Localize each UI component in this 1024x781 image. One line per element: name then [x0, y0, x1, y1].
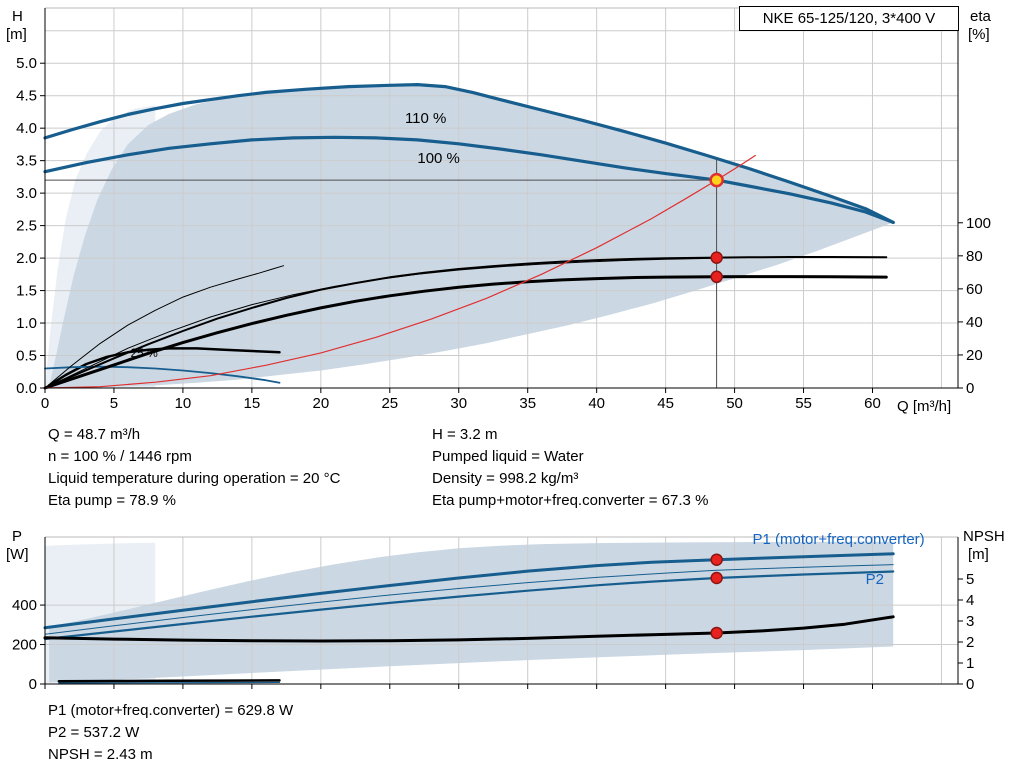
y-right-axis-title: NPSH — [963, 528, 1005, 545]
y-left-tick-label: 3.5 — [16, 153, 37, 170]
y-right-tick-label: 60 — [966, 281, 983, 298]
y-right-axis-unit: [m] — [968, 546, 989, 563]
x-tick-label: 50 — [726, 395, 743, 412]
y-left-tick-label: 4.0 — [16, 120, 37, 137]
x-tick-label: 15 — [244, 395, 261, 412]
label-100-percent: 100 % — [417, 150, 460, 167]
y-right-tick-label: 0 — [966, 380, 974, 397]
y-left-axis-title: P — [12, 528, 22, 545]
info-liquid: Pumped liquid = Water — [432, 448, 584, 465]
p-variant-curve — [44, 564, 894, 635]
y-left-tick-label: 200 — [12, 637, 37, 654]
x-tick-label: 45 — [657, 395, 674, 412]
info-density: Density = 998.2 kg/m³ — [432, 470, 579, 487]
y-right-tick-label: 5 — [966, 571, 974, 588]
speed-curve-110 — [43, 83, 895, 224]
eta-pump-point — [710, 251, 723, 264]
y-left-tick-label: 5.0 — [16, 55, 37, 72]
y-left-axis-unit: [m] — [6, 26, 27, 43]
y-left-tick-label: 0.5 — [16, 348, 37, 365]
y-left-tick-label: 1.5 — [16, 283, 37, 300]
min-speed-power-blue — [58, 681, 281, 684]
y-right-tick-label: 20 — [966, 347, 983, 364]
x-tick-label: 25 — [381, 395, 398, 412]
eta-total-point — [710, 270, 723, 284]
y-right-tick-label: 80 — [966, 248, 983, 265]
power-npsh-chart: 0 200 400 0 1 2 3 4 5 P1 (motor+freq.converter) P2… — [6, 528, 1005, 692]
y-left-tick-label: 4.5 — [16, 88, 37, 105]
p1-point — [710, 553, 723, 566]
x-tick-label: 0 — [41, 395, 49, 412]
y-right-axis-unit: [%] — [968, 26, 990, 43]
info-speed: n = 100 % / 1446 rpm — [48, 448, 192, 465]
y-right-tick-label: 40 — [966, 314, 983, 331]
y-left-tick-label: 0 — [29, 676, 37, 692]
y-left-axis-title: H — [12, 8, 23, 25]
eta-partial-curve — [44, 265, 285, 389]
y-left-tick-label: 1.0 — [16, 315, 37, 332]
hq-eta-chart: 0 5 10 15 20 25 30 35 40 45 50 55 60 0.0 0.5 1.0 1.5 2.0 2… — [6, 7, 992, 415]
x-tick-label: 55 — [795, 395, 812, 412]
y-left-tick-label: 2.5 — [16, 218, 37, 235]
duty-info-left: Q = 48.7 m³/h n = 100 % / 1446 rpm Liqui… — [48, 424, 340, 512]
y-right-tick-label: 4 — [966, 592, 974, 609]
y-right-tick-label: 0 — [966, 676, 974, 692]
info-head: H = 3.2 m — [432, 426, 498, 443]
npsh-curve — [43, 615, 895, 643]
pump-title-box: NKE 65-125/120, 3*400 V — [739, 6, 959, 31]
info-eta-total: Eta pump+motor+freq.converter = 67.3 % — [432, 492, 709, 509]
min-speed-power-black — [57, 679, 281, 683]
system-curve — [44, 154, 756, 389]
duty-info-right: H = 3.2 m Pumped liquid = Water Density … — [432, 424, 708, 512]
label-p1: P1 (motor+freq.converter) — [753, 531, 925, 548]
y-right-tick-label: 3 — [966, 613, 974, 630]
p2-point — [710, 571, 723, 585]
info-temperature: Liquid temperature during operation = 20… — [48, 470, 341, 487]
x-tick-label: 30 — [450, 395, 467, 412]
operating-envelope — [49, 84, 894, 388]
p2-curve — [43, 570, 895, 641]
y-right-tick-label: 2 — [966, 634, 974, 651]
label-p2: P2 — [866, 571, 884, 588]
y-left-tick-label: 2.0 — [16, 250, 37, 267]
y-right-tick-label: 1 — [966, 655, 974, 672]
result-npsh: NPSH = 2.43 m — [48, 746, 153, 763]
info-flow: Q = 48.7 m³/h — [48, 426, 141, 443]
min-speed-curve — [44, 365, 281, 384]
x-tick-label: 10 — [175, 395, 192, 412]
duty-point-marker[interactable] — [709, 172, 724, 188]
x-tick-label: 5 — [110, 395, 118, 412]
y-right-tick-label: 100 — [966, 215, 991, 232]
y-left-tick-label: 3.0 — [16, 185, 37, 202]
x-tick-label: 60 — [864, 395, 881, 412]
speed-curve-100 — [43, 135, 895, 224]
result-p2: P2 = 537.2 W — [48, 724, 140, 741]
power-envelope — [49, 541, 894, 683]
result-panel: P1 (motor+freq.converter) = 629.8 W P2 =… — [48, 700, 293, 766]
label-110-percent: 110 % — [405, 110, 446, 127]
x-tick-label: 35 — [519, 395, 536, 412]
x-axis-title: Q [m³/h] — [897, 398, 951, 415]
result-p1: P1 (motor+freq.converter) = 629.8 W — [48, 702, 294, 719]
y-left-tick-label: 400 — [12, 597, 37, 614]
y-left-tick-label: 0.0 — [16, 380, 37, 397]
x-tick-label: 40 — [588, 395, 605, 412]
label-25-percent: 25 % — [131, 346, 159, 360]
p1-curve — [43, 552, 895, 630]
y-left-axis-unit: [W] — [6, 546, 29, 563]
info-eta-pump: Eta pump = 78.9 % — [48, 492, 176, 509]
x-tick-label: 20 — [312, 395, 329, 412]
npsh-point — [710, 626, 723, 640]
y-right-axis-title: eta — [970, 8, 992, 25]
